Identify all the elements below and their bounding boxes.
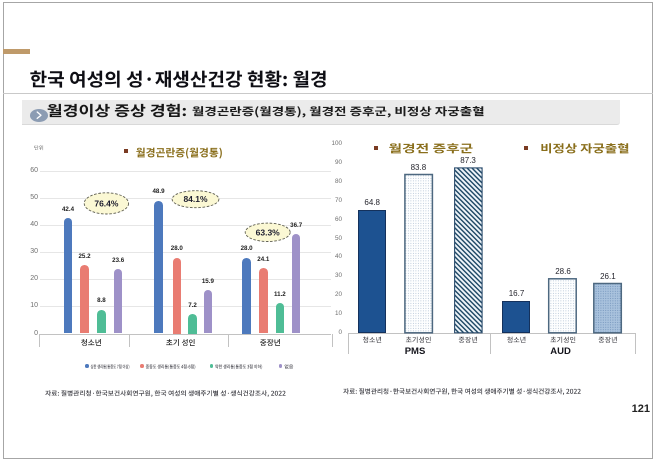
svg-text:63.3%: 63.3% [256, 227, 281, 237]
svg-text:76.4%: 76.4% [94, 198, 119, 208]
svg-text:84.1%: 84.1% [183, 194, 208, 204]
